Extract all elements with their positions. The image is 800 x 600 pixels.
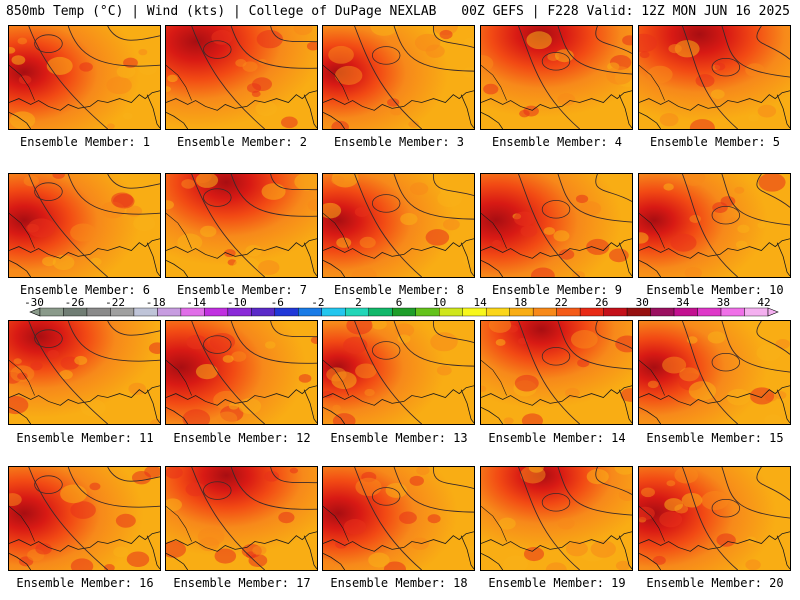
ensemble-member-map <box>165 173 318 278</box>
ensemble-member-label: Ensemble Member: 20 <box>646 576 784 590</box>
colorbar-tick-label: 34 <box>676 296 690 309</box>
colorbar-tick-label: 22 <box>555 296 568 309</box>
ensemble-member-map <box>480 173 633 278</box>
ensemble-member-label: Ensemble Member: 17 <box>173 576 311 590</box>
ensemble-member-label: Ensemble Member: 16 <box>16 576 154 590</box>
colorbar-swatch <box>274 307 299 317</box>
colorbar-swatch <box>626 307 651 317</box>
ensemble-member-map <box>8 466 161 571</box>
ensemble-member-map <box>322 466 475 571</box>
ensemble-member-map <box>322 320 475 425</box>
ensemble-member-map <box>165 466 318 571</box>
colorbar-tick-label: -2 <box>311 296 324 309</box>
colorbar-tick-label: 26 <box>595 296 608 309</box>
colorbar-swatch <box>251 307 276 317</box>
colorbar-swatch <box>180 307 205 317</box>
ensemble-member-label: Ensemble Member: 7 <box>176 283 308 297</box>
ensemble-member-label: Ensemble Member: 19 <box>488 576 626 590</box>
colorbar-swatch <box>298 307 323 317</box>
ensemble-member-map <box>638 466 791 571</box>
ensemble-member-label: Ensemble Member: 2 <box>176 135 308 149</box>
colorbar-swatch <box>86 307 111 317</box>
ensemble-member-label: Ensemble Member: 11 <box>16 431 154 445</box>
ensemble-member-label: Ensemble Member: 8 <box>333 283 465 297</box>
colorbar-swatch <box>439 307 463 317</box>
colorbar-tick-label: 42 <box>757 296 770 309</box>
colorbar-swatch <box>392 307 416 317</box>
ensemble-member-map <box>8 173 161 278</box>
ensemble-member-map <box>165 320 318 425</box>
colorbar-swatch <box>157 307 182 317</box>
colorbar-swatch <box>63 307 88 317</box>
colorbar-tick-label: -10 <box>227 296 247 309</box>
colorbar-tick-label: 6 <box>396 296 403 309</box>
ensemble-member-label: Ensemble Member: 18 <box>330 576 468 590</box>
ensemble-member-map <box>480 466 633 571</box>
ensemble-member-label: Ensemble Member: 13 <box>330 431 468 445</box>
colorbar-tick-label: 30 <box>636 296 649 309</box>
colorbar-left-arrow <box>29 307 41 317</box>
colorbar-swatch <box>204 307 229 317</box>
ensemble-member-label: Ensemble Member: 1 <box>19 135 151 149</box>
colorbar-right-arrow <box>767 307 779 317</box>
map-title: 850mb Temp (°C) | Wind (kts) | College o… <box>6 4 437 19</box>
colorbar-swatch <box>579 307 604 317</box>
ensemble-member-map <box>8 320 161 425</box>
ensemble-member-map <box>480 320 633 425</box>
colorbar-swatch <box>368 307 393 317</box>
colorbar-swatch <box>321 307 346 317</box>
colorbar-swatch <box>720 307 745 317</box>
ensemble-member-label: Ensemble Member: 10 <box>646 283 784 297</box>
ensemble-member-label: Ensemble Member: 15 <box>646 431 784 445</box>
ensemble-member-map <box>638 25 791 130</box>
colorbar-swatch <box>650 307 675 317</box>
colorbar-tick-label: -14 <box>186 296 206 309</box>
ensemble-member-label: Ensemble Member: 6 <box>19 283 151 297</box>
colorbar-swatch <box>415 307 440 317</box>
ensemble-member-map <box>8 25 161 130</box>
colorbar-tick-label: -26 <box>65 296 85 309</box>
colorbar-swatch <box>345 307 369 317</box>
ensemble-member-map <box>638 173 791 278</box>
ensemble-member-map <box>480 25 633 130</box>
temperature-colorbar: -30 -26 -22 -18 -14 -10 -6 -2 2 6 10 14 18 22 26 30 34 38… <box>24 296 779 317</box>
colorbar-swatch <box>110 307 135 317</box>
colorbar-tick-label: -30 <box>24 296 44 309</box>
ensemble-member-label: Ensemble Member: 12 <box>173 431 311 445</box>
ensemble-member-map <box>322 25 475 130</box>
ensemble-member-label: Ensemble Member: 3 <box>333 135 465 149</box>
colorbar-swatch <box>603 307 628 317</box>
colorbar-swatch <box>673 307 698 317</box>
ensemble-member-map <box>638 320 791 425</box>
colorbar-swatch <box>39 307 64 317</box>
colorbar-tick-label: -22 <box>105 296 125 309</box>
colorbar-swatch <box>697 307 722 317</box>
colorbar-tick-label: 14 <box>473 296 487 309</box>
ensemble-member-label: Ensemble Member: 4 <box>491 135 623 149</box>
colorbar-tick-label: -6 <box>271 296 284 309</box>
ensemble-member-label: Ensemble Member: 9 <box>491 283 623 297</box>
colorbar-swatch <box>485 307 510 317</box>
model-run-info: 00Z GEFS | F228 Valid: 12Z MON JUN 16 20… <box>461 4 790 19</box>
colorbar-swatch <box>556 307 581 317</box>
colorbar-tick-label: 38 <box>717 296 730 309</box>
colorbar-tick-label: 18 <box>514 296 527 309</box>
colorbar-tick-label: -18 <box>146 296 166 309</box>
colorbar-tick-label: 10 <box>433 296 446 309</box>
colorbar-tick-label: 2 <box>355 296 362 309</box>
colorbar-swatch <box>133 307 158 317</box>
ensemble-member-label: Ensemble Member: 5 <box>649 135 781 149</box>
colorbar-swatch <box>509 307 534 317</box>
colorbar-swatch <box>462 307 487 317</box>
colorbar-swatch <box>532 307 557 317</box>
colorbar-swatch <box>744 307 769 317</box>
ensemble-member-map <box>165 25 318 130</box>
ensemble-member-label: Ensemble Member: 14 <box>488 431 626 445</box>
colorbar-swatch <box>227 307 252 317</box>
ensemble-member-map <box>322 173 475 278</box>
